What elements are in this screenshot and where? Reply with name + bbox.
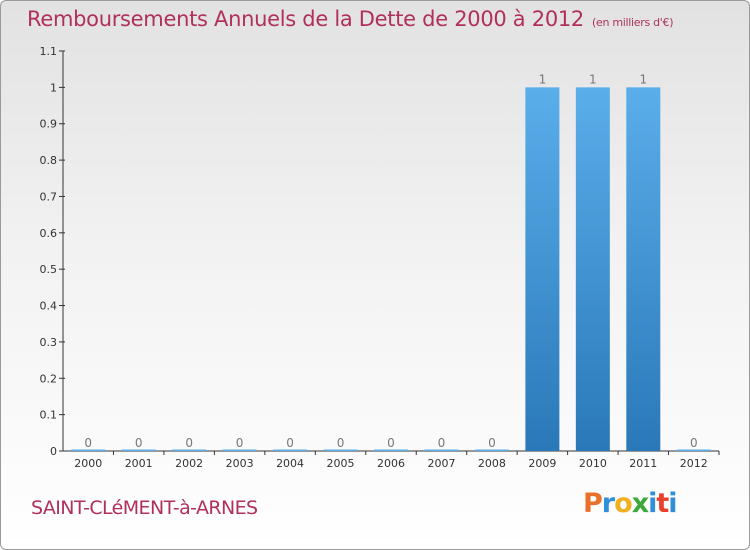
logo-letter: r bbox=[601, 488, 615, 519]
x-tick-label-2009: 2009 bbox=[528, 457, 556, 470]
value-label-2005: 0 bbox=[337, 436, 345, 450]
x-tick-label-2012: 2012 bbox=[680, 457, 708, 470]
x-tick-label-2001: 2001 bbox=[125, 457, 153, 470]
bar-2003 bbox=[222, 449, 257, 451]
x-tick-label-2011: 2011 bbox=[629, 457, 657, 470]
chart-subtitle: (en milliers d'€) bbox=[592, 16, 674, 29]
bar-2007 bbox=[424, 449, 459, 451]
value-label-2010: 1 bbox=[589, 72, 597, 86]
bar-2010 bbox=[575, 87, 610, 451]
y-tick-label: 0.8 bbox=[40, 154, 58, 167]
chart-labels: 2000 0 2001 0 2002 0 2003 0 2004 0 2005 0 2006 0 2007 0… bbox=[74, 72, 708, 470]
bar-2011 bbox=[626, 87, 661, 451]
x-tick-label-2003: 2003 bbox=[226, 457, 254, 470]
chart-title: Remboursements Annuels de la Dette de 20… bbox=[27, 7, 673, 31]
y-tick-label: 0.1 bbox=[40, 409, 58, 422]
bar-2006 bbox=[374, 449, 408, 451]
commune-name: SAINT-CLéMENT-à-ARNES bbox=[31, 497, 258, 519]
x-tick-label-2007: 2007 bbox=[427, 457, 455, 470]
y-tick-label: 0.4 bbox=[40, 300, 58, 313]
value-label-2003: 0 bbox=[236, 436, 244, 450]
chart-bars bbox=[71, 87, 711, 451]
logo-letter: P bbox=[583, 488, 603, 519]
bar-2012 bbox=[676, 449, 711, 451]
logo-letter: o bbox=[614, 488, 633, 519]
y-tick-label: 0.9 bbox=[40, 118, 58, 131]
x-tick-label-2005: 2005 bbox=[327, 457, 355, 470]
bar-2009 bbox=[525, 87, 560, 451]
x-tick-label-2010: 2010 bbox=[579, 457, 607, 470]
value-label-2008: 0 bbox=[488, 436, 496, 450]
chart-title-text: Remboursements Annuels de la Dette de 20… bbox=[27, 7, 584, 31]
y-tick-label: 0.5 bbox=[40, 263, 58, 276]
bar-2002 bbox=[172, 449, 207, 451]
y-tick-label: 1 bbox=[50, 81, 57, 94]
value-label-2011: 1 bbox=[639, 72, 647, 86]
bar-2000 bbox=[71, 449, 106, 451]
y-tick-label: 0.7 bbox=[40, 190, 58, 203]
logo-letter: i bbox=[648, 488, 657, 519]
bar-2001 bbox=[121, 449, 156, 451]
x-tick-label-2002: 2002 bbox=[175, 457, 203, 470]
x-tick-label-2006: 2006 bbox=[377, 457, 405, 470]
value-label-2012: 0 bbox=[690, 436, 698, 450]
bar-2005 bbox=[323, 449, 358, 451]
y-tick-label: 0.3 bbox=[40, 336, 58, 349]
y-tick-label: 0 bbox=[50, 445, 57, 458]
value-label-2007: 0 bbox=[438, 436, 446, 450]
x-tick-label-2004: 2004 bbox=[276, 457, 304, 470]
value-label-2004: 0 bbox=[286, 436, 294, 450]
value-label-2000: 0 bbox=[84, 436, 92, 450]
bar-2004 bbox=[273, 449, 308, 451]
x-tick-label-2008: 2008 bbox=[478, 457, 506, 470]
logo-letter: x bbox=[631, 488, 649, 519]
x-tick-label-2000: 2000 bbox=[74, 457, 102, 470]
proxiti-logo: Proxiti bbox=[583, 488, 678, 519]
value-label-2006: 0 bbox=[387, 436, 395, 450]
y-tick-label: 0.6 bbox=[40, 227, 58, 240]
y-tick-label: 1.1 bbox=[40, 45, 58, 58]
y-tick-label: 0.2 bbox=[40, 372, 58, 385]
value-label-2002: 0 bbox=[185, 436, 193, 450]
chart-axes: 0 0.1 0.2 0.3 0.4 0.5 0.6 0.7 0.8 0.9 1 1.1 bbox=[40, 45, 720, 458]
logo-letter: t bbox=[656, 488, 669, 519]
value-label-2001: 0 bbox=[135, 436, 143, 450]
value-label-2009: 1 bbox=[539, 72, 547, 86]
logo-letter: i bbox=[668, 488, 677, 519]
bar-2008 bbox=[474, 449, 509, 451]
